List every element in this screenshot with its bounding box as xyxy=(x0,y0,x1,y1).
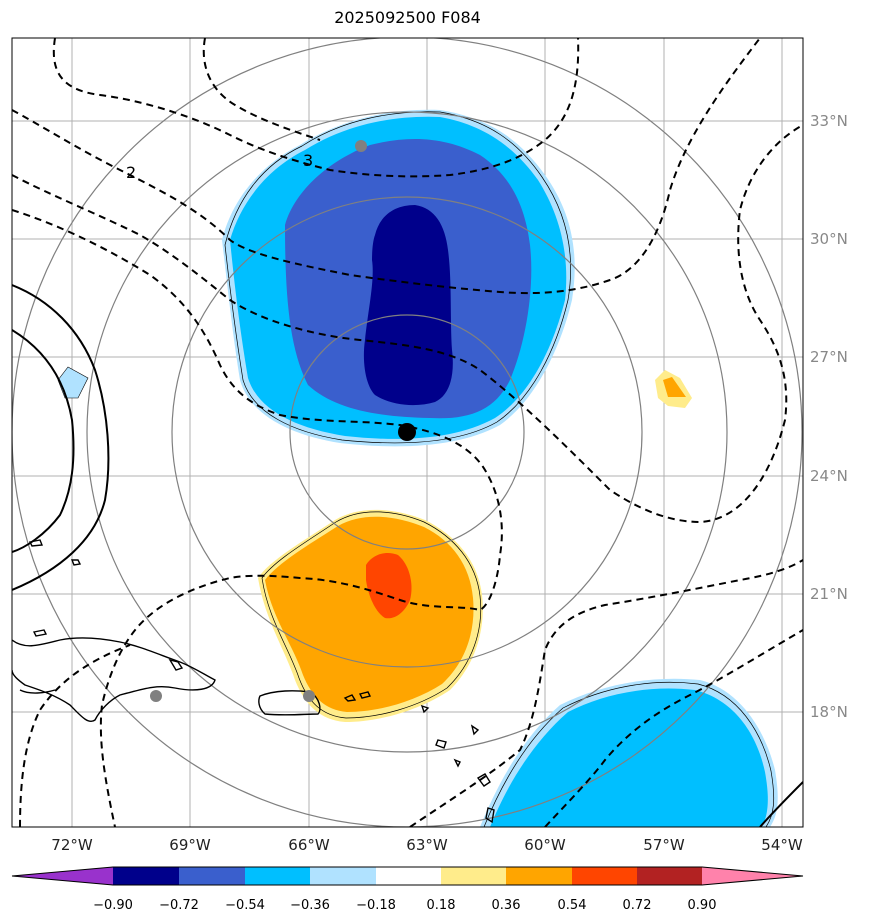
lat-tick-label: 24°N xyxy=(810,467,848,485)
dashed-contours xyxy=(12,38,803,827)
lat-tick-label: 30°N xyxy=(810,230,848,248)
colorbar-segment xyxy=(376,867,441,885)
plot-frame xyxy=(11,37,804,828)
lat-tick-label: 27°N xyxy=(810,348,848,366)
coastlines xyxy=(12,539,495,824)
negative-anomaly-southeast xyxy=(480,678,778,827)
colorbar-segment xyxy=(179,867,245,885)
colorbar-segment xyxy=(506,867,572,885)
colorbar-tick-label: −0.36 xyxy=(290,898,330,913)
lon-tick-label: 54°W xyxy=(761,836,803,854)
station-marker xyxy=(355,140,367,152)
colorbar-outline xyxy=(11,866,804,886)
positive-anomaly-east-core xyxy=(663,377,686,397)
colorbar-segment xyxy=(441,867,506,885)
positive-anomaly-south xyxy=(258,509,483,722)
map-title: 2025092500 F084 xyxy=(334,8,481,27)
solid-contours xyxy=(12,284,803,827)
colorbar-tick-label: 0.36 xyxy=(492,898,521,913)
contour-label-3: 3 xyxy=(303,151,313,170)
station-marker xyxy=(303,690,315,702)
colorbar-tick-label: 0.90 xyxy=(688,898,717,913)
lat-tick-label: 18°N xyxy=(810,703,848,721)
lon-tick-label: 63°W xyxy=(406,836,448,854)
colorbar-tick-label: −0.18 xyxy=(356,898,396,913)
colorbar-segment xyxy=(637,867,702,885)
colorbar-segment xyxy=(310,867,376,885)
lon-tick-label: 57°W xyxy=(643,836,685,854)
lon-tick-label: 66°W xyxy=(288,836,330,854)
colorbar-extend-high xyxy=(702,867,803,885)
range-rings xyxy=(12,38,803,827)
lat-tick-label: 33°N xyxy=(810,112,848,130)
colorbar-extend-low xyxy=(12,867,113,885)
colorbar-segment xyxy=(572,867,637,885)
lon-tick-label: 72°W xyxy=(51,836,93,854)
colorbar-segment xyxy=(245,867,310,885)
negative-anomaly-north xyxy=(222,109,575,447)
contour-label-2: 2 xyxy=(126,163,136,182)
anomaly-outlines xyxy=(224,111,775,827)
colorbar-tick-label: −0.54 xyxy=(225,898,265,913)
colorbar xyxy=(11,866,804,886)
lat-tick-label: 21°N xyxy=(810,585,848,603)
colorbar-tick-label: −0.72 xyxy=(159,898,199,913)
negative-anomaly-west-patch xyxy=(57,366,89,399)
colorbar-segment xyxy=(113,867,179,885)
lon-tick-label: 69°W xyxy=(169,836,211,854)
colorbar-tick-label: −0.90 xyxy=(93,898,133,913)
station-marker xyxy=(150,690,162,702)
anomaly-fill-strong-orange xyxy=(366,553,412,619)
colorbar-tick-label: 0.54 xyxy=(558,898,587,913)
anomaly-fill-max-blue xyxy=(363,205,453,406)
colorbar-tick-label: 0.18 xyxy=(427,898,456,913)
lon-tick-label: 60°W xyxy=(524,836,566,854)
anomaly-fill-mid-orange xyxy=(265,516,474,712)
colorbar-tick-label: 0.72 xyxy=(623,898,652,913)
storm-center-marker xyxy=(398,423,416,441)
